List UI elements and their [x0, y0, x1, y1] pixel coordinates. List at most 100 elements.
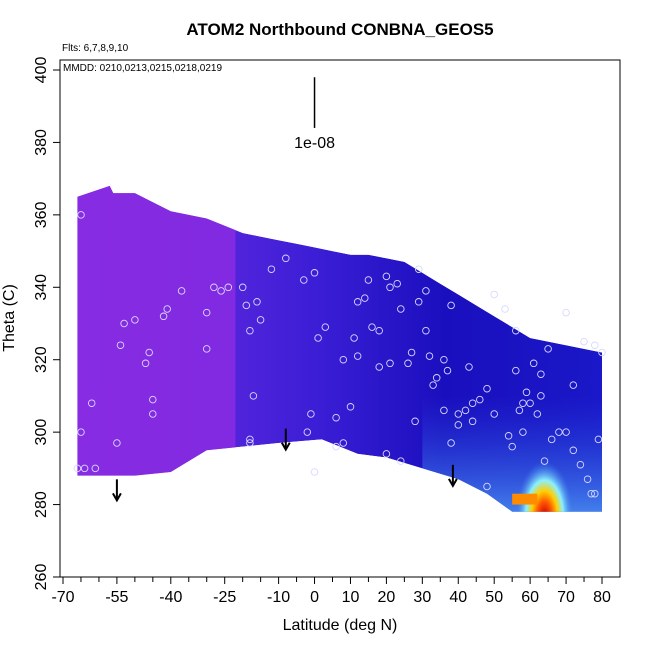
- sample-point: [386, 283, 394, 292]
- sample-point: [375, 363, 383, 371]
- sample-point: [569, 446, 578, 455]
- sample-point: [210, 283, 218, 292]
- sample-point: [465, 363, 473, 371]
- chart-title: ATOM2 Northbound CONBNA_GEOS5: [186, 20, 493, 39]
- sample-point: [91, 464, 100, 473]
- sample-point: [454, 421, 463, 429]
- y-axis-label: Theta (C): [1, 284, 18, 352]
- sample-point: [411, 417, 419, 426]
- sample-point: [393, 279, 401, 288]
- sample-point: [598, 348, 606, 357]
- flights-note: Flts: 6,7,8,9,10: [62, 43, 129, 54]
- sample-point: [303, 428, 312, 436]
- sample-point: [533, 410, 542, 418]
- x-tick-label: 40: [449, 589, 467, 606]
- sample-point: [246, 326, 254, 335]
- sample-point: [246, 435, 254, 444]
- sample-point: [382, 272, 391, 281]
- x-tick-label: 20: [378, 589, 396, 606]
- sample-point: [339, 439, 348, 447]
- plot-frame: [59, 59, 621, 578]
- sample-point: [537, 370, 545, 378]
- sample-point: [300, 276, 308, 284]
- sample-point: [594, 435, 603, 444]
- sample-point: [145, 348, 153, 357]
- sample-point: [249, 392, 258, 400]
- y-tick-label: 260: [33, 564, 50, 591]
- sample-point: [414, 298, 423, 306]
- sample-point: [526, 399, 534, 407]
- sample-point: [515, 406, 524, 415]
- scale-bar: 1e-08: [294, 77, 335, 152]
- down-arrow-icon: [280, 428, 291, 452]
- sample-point: [562, 428, 570, 436]
- sample-point: [569, 381, 578, 389]
- sample-point: [87, 399, 96, 407]
- sample-point: [80, 464, 89, 473]
- sample-point: [217, 287, 225, 295]
- sample-point: [353, 298, 362, 306]
- sample-point: [468, 417, 477, 426]
- x-tick-label: -10: [267, 589, 290, 606]
- sample-point: [149, 395, 157, 404]
- sample-point: [375, 326, 383, 335]
- sample-point: [422, 287, 430, 295]
- sample-point: [443, 366, 452, 375]
- sample-point: [468, 399, 477, 407]
- sample-point: [540, 457, 549, 465]
- y-tick-label: 380: [33, 129, 50, 156]
- sample-point: [407, 348, 416, 357]
- sample-point: [591, 341, 599, 349]
- x-axis-label: Latitude (deg N): [283, 617, 398, 634]
- sample-point: [361, 294, 369, 302]
- sample-point: [332, 413, 340, 422]
- sample-point: [353, 352, 362, 360]
- sample-point: [321, 323, 330, 331]
- orange-band: [512, 493, 538, 505]
- sample-point: [256, 316, 265, 324]
- y-axis: 260 280 300 320 340 360 380 400: [33, 57, 60, 591]
- sample-point: [141, 359, 150, 368]
- sample-point: [120, 319, 128, 328]
- sample-point: [587, 489, 595, 498]
- plot-area: 1e-08: [73, 77, 606, 512]
- sample-point: [580, 337, 588, 346]
- dates-note: MMDD: 0210,0213,0215,0218,0219: [63, 63, 222, 74]
- sample-points: [73, 211, 606, 498]
- sample-point: [116, 341, 125, 349]
- sample-point: [149, 410, 157, 418]
- sample-point: [113, 439, 121, 447]
- sample-point: [504, 432, 513, 440]
- sample-point: [73, 464, 82, 473]
- sample-point: [512, 326, 520, 335]
- sample-point: [202, 308, 211, 317]
- sample-point: [562, 308, 570, 317]
- sample-point: [519, 428, 527, 436]
- sample-point: [422, 326, 430, 335]
- x-tick-label: -25: [213, 589, 236, 606]
- sample-point: [432, 374, 441, 382]
- sample-point: [404, 359, 412, 368]
- sample-point: [339, 355, 348, 364]
- sample-point: [490, 410, 498, 418]
- sample-point: [461, 406, 470, 415]
- sample-point: [476, 395, 484, 404]
- sample-point: [447, 301, 455, 310]
- sample-point: [382, 450, 391, 458]
- sample-point: [440, 406, 448, 415]
- sample-point: [576, 460, 585, 469]
- sample-point: [282, 254, 290, 263]
- sample-point: [547, 435, 556, 444]
- x-tick-label: 80: [593, 589, 611, 606]
- x-axis: -70 -55 -40 -25 -10 0 10 20 30 40 50 60 70 80: [51, 577, 611, 606]
- sample-point: [454, 410, 463, 418]
- sample-point: [350, 334, 358, 342]
- sample-point: [177, 287, 186, 295]
- purple-zone: [77, 185, 236, 505]
- y-tick-label: 400: [33, 57, 50, 84]
- sample-point: [397, 457, 405, 465]
- x-tick-label: 10: [342, 589, 360, 606]
- sample-point: [555, 428, 563, 436]
- sample-point: [314, 334, 322, 342]
- sample-point: [544, 345, 552, 353]
